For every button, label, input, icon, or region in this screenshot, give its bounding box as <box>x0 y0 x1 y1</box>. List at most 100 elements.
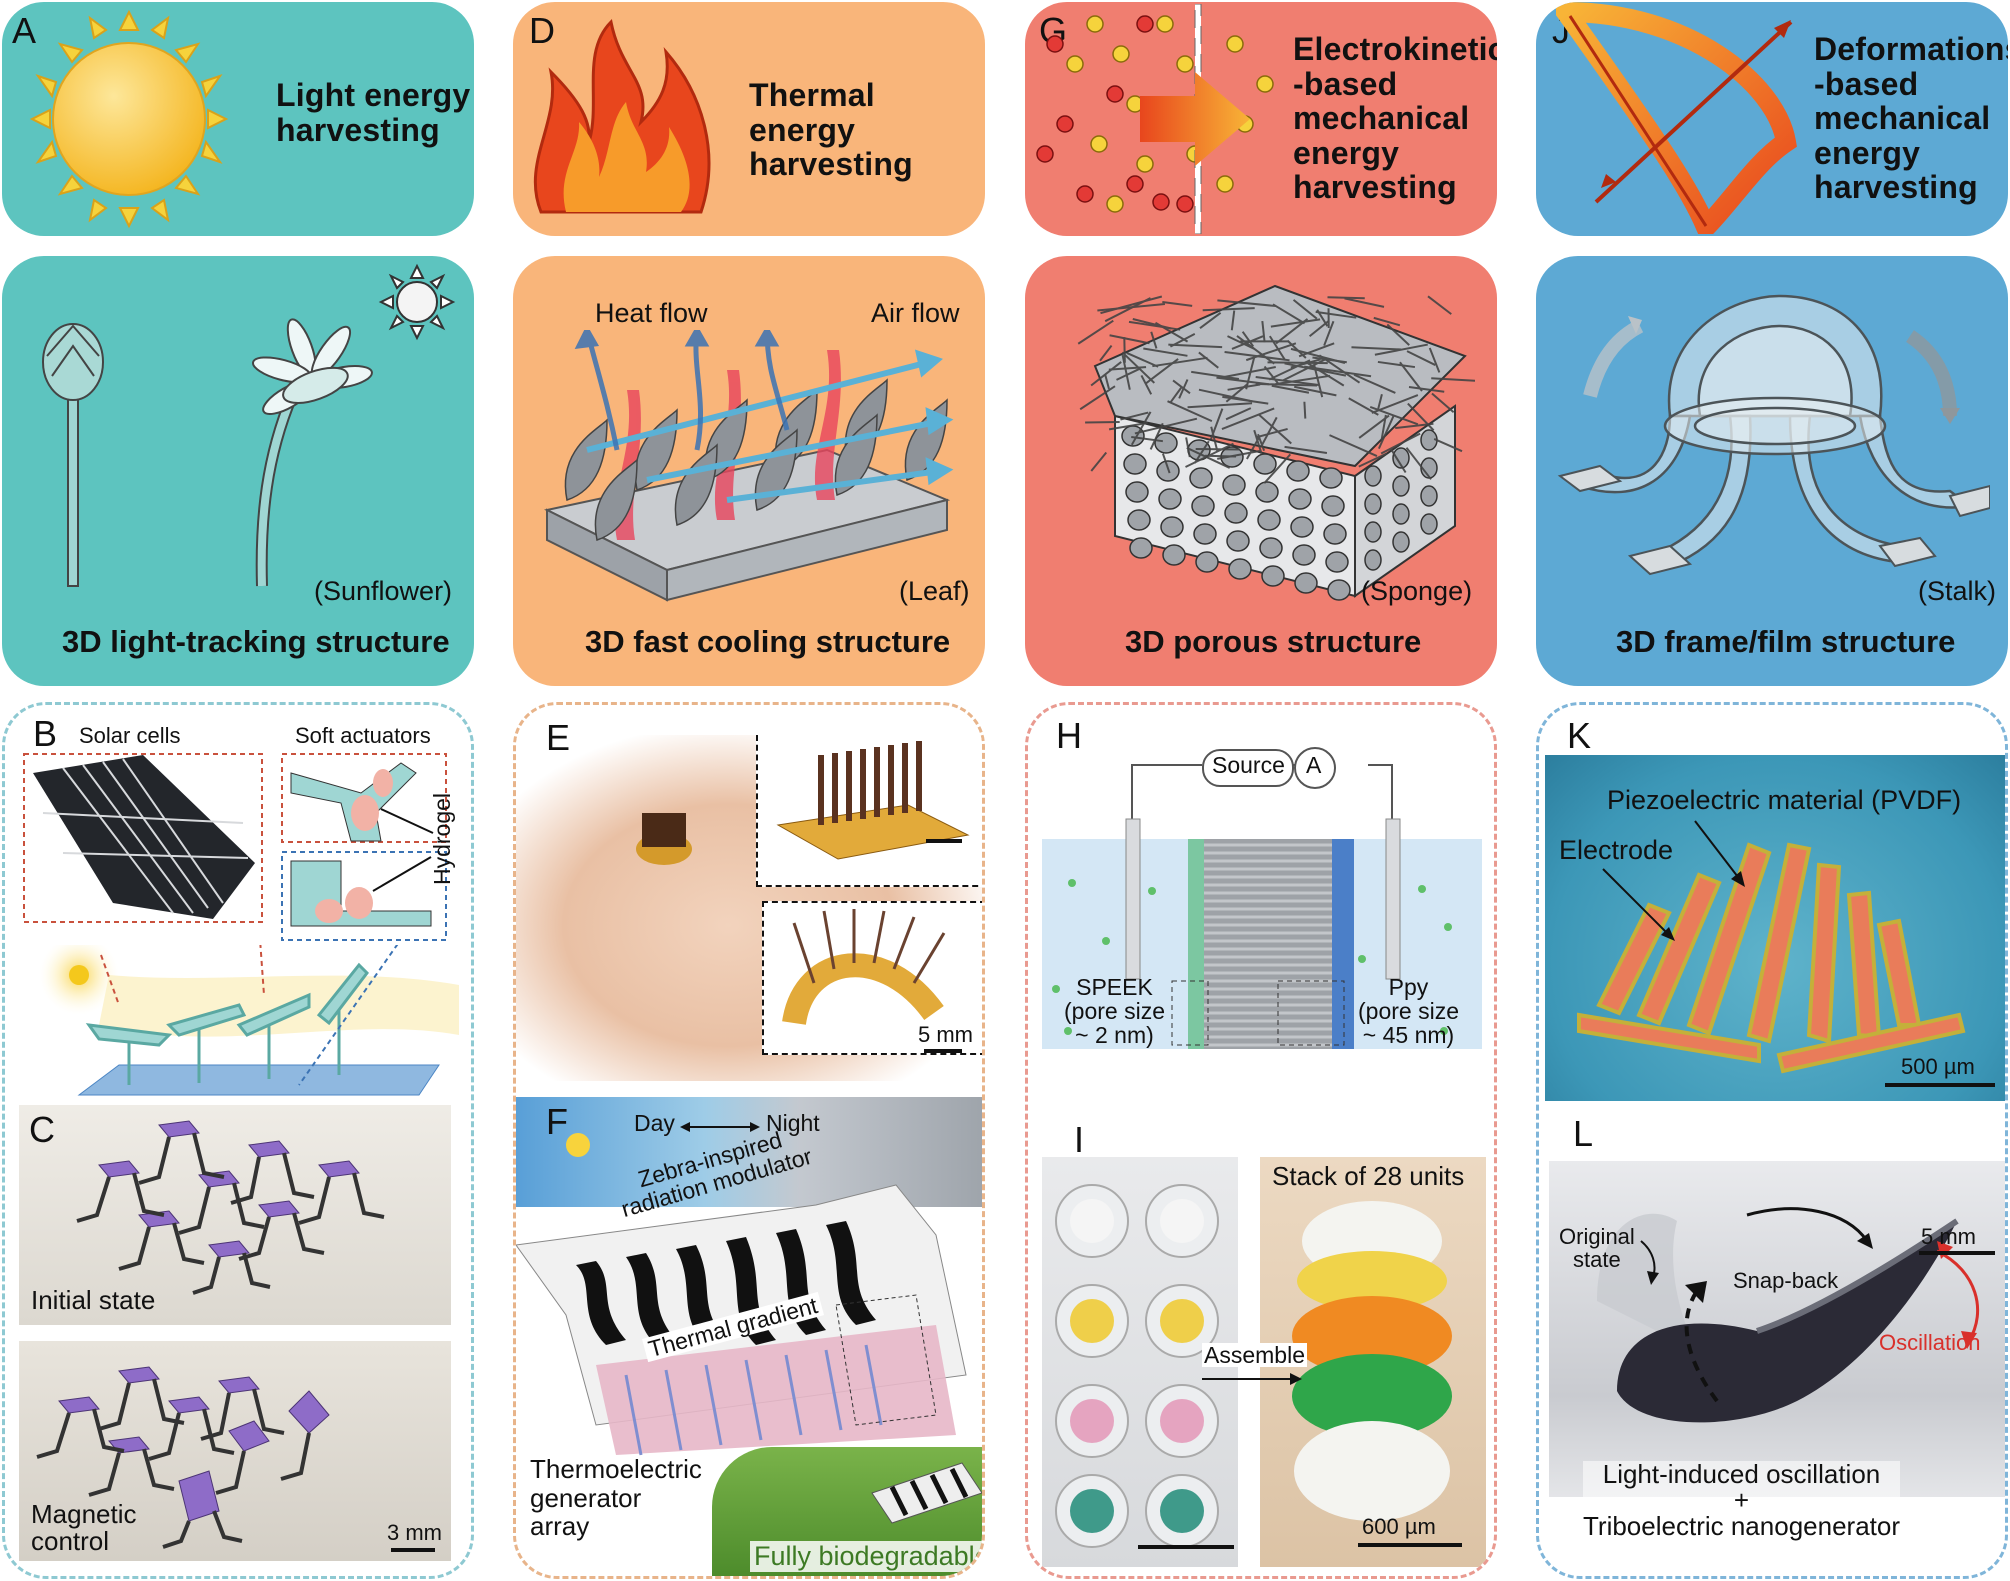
electrokinetic-circuit <box>1042 764 1482 1049</box>
air-flow-label: Air flow <box>871 298 960 328</box>
heatsink-illustration <box>776 741 970 860</box>
panel-letter: D <box>529 10 555 51</box>
panel-e-bottom-scale-bar <box>924 1049 962 1053</box>
stacked-units-illustration <box>1292 1201 1452 1521</box>
panel-c-scale-label: 3 mm <box>387 1520 442 1545</box>
bow-and-arrow-icon <box>1556 2 1797 234</box>
small-sun-icon <box>378 263 456 341</box>
zebra-film-on-grass <box>871 1462 982 1524</box>
speek-label: SPEEK (pore size ~ 2 nm) <box>1064 974 1165 1049</box>
ion-transport-icon <box>1036 4 1274 234</box>
sunflower-illustration <box>42 318 373 587</box>
snap-back-film-illustration <box>1597 1207 1979 1423</box>
panel-letter: A <box>12 10 37 51</box>
pvdf-frame-illustration <box>1577 842 1966 1074</box>
sun-icon <box>29 9 229 229</box>
panel-letter-i: I <box>1074 1119 1085 1160</box>
well-units <box>1055 1184 1219 1548</box>
zebra-teg-illustration <box>516 1184 967 1456</box>
day-label: Day <box>634 1110 675 1136</box>
panel-g-title-card: G Electrokinetics -based mechanical ener… <box>1025 2 1497 236</box>
snap-back-label: Snap-back <box>1733 1268 1839 1293</box>
panel-ef-container: E 5 mm F Day Night <box>513 702 985 1579</box>
hydrogel-actuator-bottom <box>281 851 447 941</box>
assemble-label: Assemble <box>1202 1342 1307 1368</box>
ammeter-label: A <box>1306 752 1322 778</box>
panel-letter-l: L <box>1573 1113 1594 1154</box>
panel-d-caption: 3D fast cooling structure <box>585 624 951 659</box>
panel-l-scale-label: 5 mm <box>1921 1224 1976 1249</box>
flame-icon <box>533 18 711 214</box>
source-box <box>1202 749 1294 787</box>
panel-k-scale-label: 500 µm <box>1901 1054 1975 1079</box>
electrode-label: Electrode <box>1559 835 1674 865</box>
panel-i-scale-label: 600 µm <box>1362 1514 1436 1539</box>
magnetic-actuator-array-initial <box>76 1120 385 1295</box>
panel-j-title: Deformations -based mechanical energy ha… <box>1814 31 2008 206</box>
fully-biodegradable-label: Fully biodegradable <box>750 1541 982 1572</box>
source-label: Source <box>1212 752 1285 778</box>
panel-i-left-scale-bar <box>1138 1545 1234 1549</box>
day-night-arrow <box>680 1122 760 1132</box>
electrode-pointer-arrow <box>1602 868 1675 941</box>
stalk-frame-illustration <box>1557 294 1990 576</box>
panel-c-scale-bar <box>391 1548 435 1552</box>
panel-g-example-label: (Sponge) <box>1361 576 1473 606</box>
panel-kl-container: K Piezoelectric material (PVDF) Electrod… <box>1536 702 2008 1579</box>
panel-d-structure-card: Heat flow Air flow <box>513 256 985 686</box>
ring-teg-on-finger <box>636 813 692 865</box>
panel-d-example-label: (Leaf) <box>899 576 970 606</box>
panel-a-title: Light energy harvesting <box>276 77 471 148</box>
pvdf-label: Piezoelectric material (PVDF) <box>1607 785 1962 815</box>
pvdf-pointer-arrow <box>1694 820 1745 887</box>
panel-g-title: Electrokinetics -based mechanical energy… <box>1293 31 1497 206</box>
panel-letter-e: E <box>546 717 571 758</box>
oscillation-label: Oscillation <box>1879 1330 1981 1355</box>
panel-e-scale-label: 5 mm <box>918 1022 973 1047</box>
soft-actuators-label: Soft actuators <box>295 723 431 748</box>
panel-d-title: Thermal energy harvesting <box>749 77 913 183</box>
panel-e-top-scale-bar <box>926 839 962 843</box>
original-state-label: Original state <box>1559 1224 1635 1273</box>
panel-bc-container: B Solar cells Soft actuators Hydrogel <box>2 702 474 1579</box>
panel-letter-f: F <box>546 1101 568 1142</box>
panel-d-title-card: D Thermal energy harvesting <box>513 2 985 236</box>
sun-small-icon <box>566 1133 590 1157</box>
curved-teg-inset <box>762 901 982 1055</box>
hydrogel-label: Hydrogel <box>429 792 455 885</box>
panel-k-scale-bar <box>1885 1083 1995 1087</box>
curved-teg-illustration <box>782 909 946 1026</box>
ammeter-circle <box>1294 747 1336 789</box>
panel-j-title-card: J Deformations -based mechanical energy … <box>1536 2 2008 236</box>
magnetic-control-label: Magnetic control <box>31 1499 137 1557</box>
stack-label: Stack of 28 units <box>1272 1161 1465 1191</box>
panel-c-magnetic-photo <box>19 1341 451 1561</box>
assemble-arrow <box>1202 1373 1302 1385</box>
solar-cell-panel <box>23 753 263 923</box>
panel-g-caption: 3D porous structure <box>1125 624 1422 659</box>
panel-a-title-card: A Light energy harvesting <box>2 2 474 236</box>
hydrogel-actuator-top <box>281 753 447 843</box>
panel-letter-k: K <box>1567 715 1592 756</box>
solar-cells-label: Solar cells <box>79 723 181 748</box>
panel-l-bottom-caption: Light-induced oscillation + Triboelectri… <box>1583 1459 1900 1541</box>
panel-letter-c: C <box>29 1109 55 1150</box>
panel-c-initial-photo <box>19 1105 451 1325</box>
sun-tracking-array-illustration <box>39 945 459 1096</box>
panel-f-sky-background <box>516 1097 982 1207</box>
sponge-illustration <box>1077 284 1475 601</box>
panel-l-scale-bar <box>1919 1251 1995 1255</box>
heat-flow-label: Heat flow <box>595 298 708 328</box>
panel-i-right-scale-bar <box>1358 1543 1462 1547</box>
panel-hi-container: H Source A SPEEK (pore size ~ 2 nm) Ppy … <box>1025 702 1497 1579</box>
leaf-cooling-illustration <box>544 330 954 602</box>
magnetic-actuator-array-controlled <box>36 1366 330 1549</box>
panel-j-structure-card: (Stalk) 3D frame/film structure <box>1536 256 2008 686</box>
panel-letter-h: H <box>1056 715 1082 756</box>
panel-g-structure-card: (Sponge) 3D porous structure <box>1025 256 1497 686</box>
panel-j-example-label: (Stalk) <box>1918 576 1997 606</box>
panel-a-example-label: (Sunflower) <box>314 576 453 606</box>
panel-j-caption: 3D frame/film structure <box>1616 624 1956 659</box>
panel-letter-b: B <box>33 713 58 754</box>
ppy-label: Ppy (pore size ~ 45 nm) <box>1358 974 1459 1049</box>
